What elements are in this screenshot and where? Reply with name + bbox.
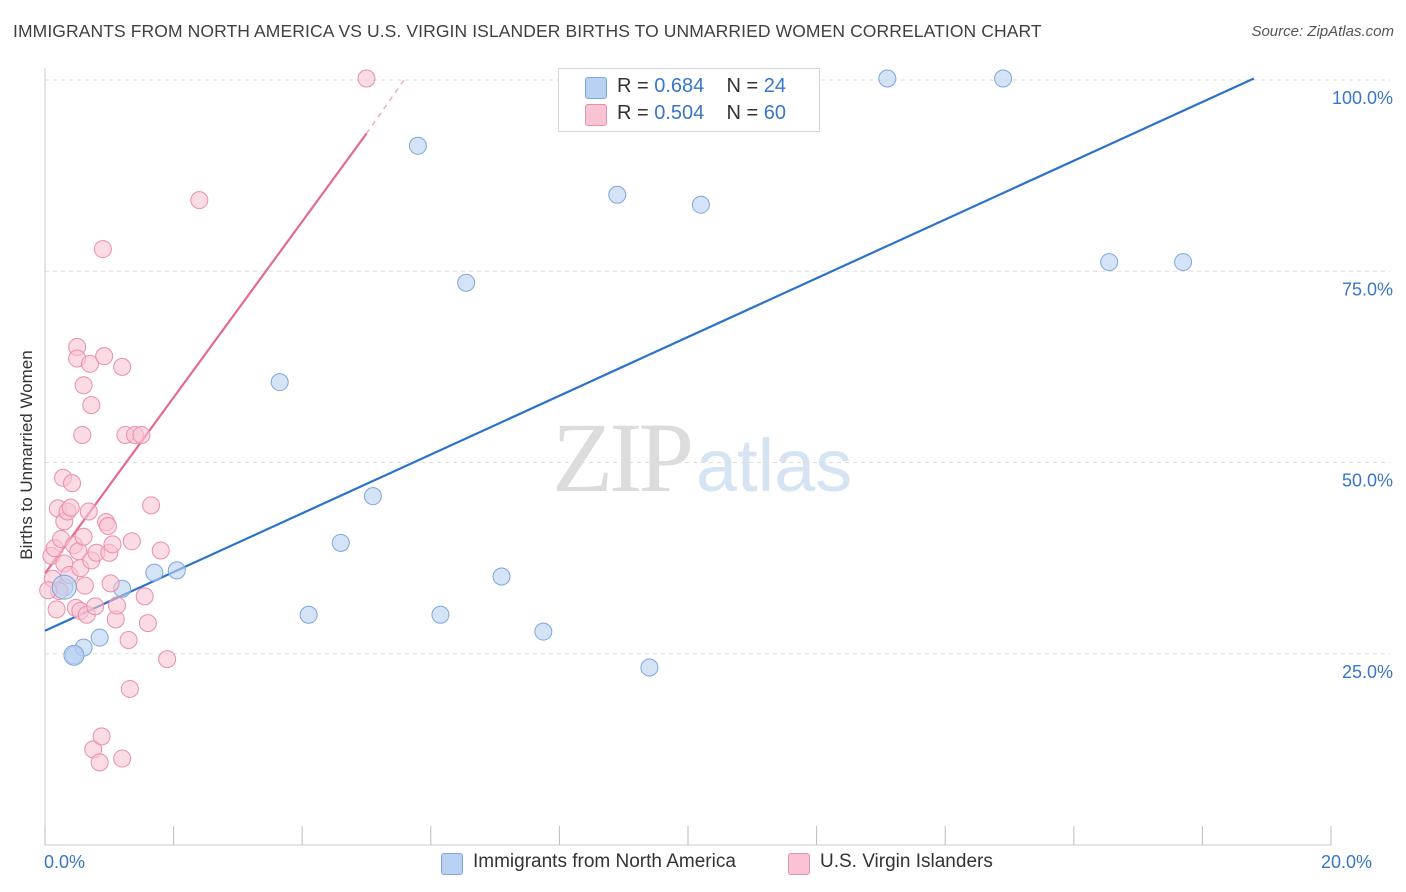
legend: R = 0.684 N = 24 R = 0.504 N = 60: [558, 68, 820, 132]
grid-layer: [45, 79, 1390, 655]
legend-r-value: 0.504: [654, 102, 705, 124]
trend-line-blue: [44, 77, 1255, 632]
data-point-pink: [122, 532, 141, 551]
x-tick-label-min: 0.0%: [44, 852, 86, 872]
data-point-pink: [63, 474, 82, 493]
y-tick-label: 25.0%: [1342, 662, 1393, 682]
data-point-blue: [167, 561, 186, 580]
data-point-blue: [299, 605, 318, 624]
data-point-pink: [92, 727, 111, 746]
bottom-legend-swatch-blue: [441, 853, 463, 875]
y-tick-label: 75.0%: [1342, 279, 1393, 299]
y-tick-label: 100.0%: [1332, 88, 1393, 108]
data-point-blue: [270, 373, 289, 392]
data-point-pink: [74, 527, 93, 546]
data-point-pink: [101, 574, 120, 593]
legend-n-label: N =: [726, 75, 759, 97]
chart-title: IMMIGRANTS FROM NORTH AMERICA VS U.S. VI…: [13, 21, 1042, 41]
axis-layer: [44, 68, 1332, 846]
data-point-pink: [135, 587, 154, 606]
data-point-blue: [51, 574, 77, 600]
bottom-legend-label: U.S. Virgin Islanders: [820, 851, 993, 872]
bottom-legend-label: Immigrants from North America: [473, 851, 736, 872]
legend-r-value: 0.684: [654, 75, 705, 97]
data-point-pink: [99, 516, 118, 535]
data-point-pink: [79, 502, 98, 521]
point-layer: [39, 69, 1193, 772]
trend-line-pink: [44, 132, 368, 575]
data-point-pink: [61, 498, 80, 517]
bottom-legend-swatch-pink: [788, 853, 810, 875]
data-point-blue: [1100, 253, 1119, 272]
data-point-pink: [75, 576, 94, 595]
legend-n-value: 24: [763, 75, 787, 97]
data-point-pink: [103, 535, 122, 554]
chart-source: Source: ZipAtlas.com: [1251, 23, 1394, 40]
data-point-pink: [108, 596, 127, 615]
legend-swatch-pink: [585, 104, 607, 126]
data-point-blue: [431, 605, 450, 624]
data-point-pink: [74, 376, 93, 395]
data-point-pink: [132, 425, 151, 444]
data-point-pink: [113, 749, 132, 768]
data-point-blue: [492, 567, 511, 586]
data-point-pink: [142, 496, 161, 515]
legend-r-label: R =: [617, 75, 649, 97]
data-point-blue: [457, 273, 476, 292]
trend-line-extension-pink: [365, 78, 406, 134]
watermark: ZIPatlas: [552, 400, 852, 515]
data-point-pink: [73, 425, 92, 444]
data-point-blue: [608, 185, 627, 204]
data-point-pink: [151, 541, 170, 560]
data-point-blue: [63, 644, 85, 666]
trend-layer: [44, 77, 1255, 632]
y-axis-title: Births to Unmarried Women: [17, 350, 36, 560]
data-point-pink: [90, 753, 109, 772]
data-point-pink: [81, 354, 100, 373]
data-point-pink: [86, 597, 105, 616]
data-point-blue: [1174, 253, 1193, 272]
data-point-blue: [640, 658, 659, 677]
data-point-blue: [994, 69, 1013, 88]
data-point-pink: [357, 69, 376, 88]
data-point-pink: [138, 614, 157, 633]
watermark-atlas: atlas: [696, 424, 853, 507]
data-point-pink: [120, 679, 139, 698]
data-point-blue: [691, 195, 710, 214]
legend-n-value: 60: [763, 102, 787, 124]
legend-n-label: N =: [726, 102, 759, 124]
legend-r-label: R =: [617, 102, 649, 124]
data-point-blue: [534, 622, 553, 641]
data-point-pink: [113, 357, 132, 376]
data-point-pink: [47, 600, 66, 619]
watermark-zip: ZIP: [552, 402, 694, 513]
data-point-blue: [90, 628, 109, 647]
data-point-blue: [363, 487, 382, 506]
data-point-blue: [145, 563, 164, 582]
y-tick-label: 50.0%: [1342, 471, 1393, 491]
data-point-blue: [878, 69, 897, 88]
data-point-pink: [158, 650, 177, 669]
data-point-blue: [331, 533, 350, 552]
data-point-pink: [190, 191, 209, 210]
label-layer: 25.0% 50.0% 75.0% 100.0%: [1332, 88, 1393, 682]
x-tick-label-max: 20.0%: [1321, 852, 1373, 872]
data-point-pink: [93, 240, 112, 259]
data-point-pink: [82, 396, 101, 415]
data-point-pink: [119, 630, 138, 649]
data-point-pink: [95, 347, 114, 366]
legend-swatch-blue: [585, 77, 607, 99]
data-point-blue: [408, 136, 427, 155]
